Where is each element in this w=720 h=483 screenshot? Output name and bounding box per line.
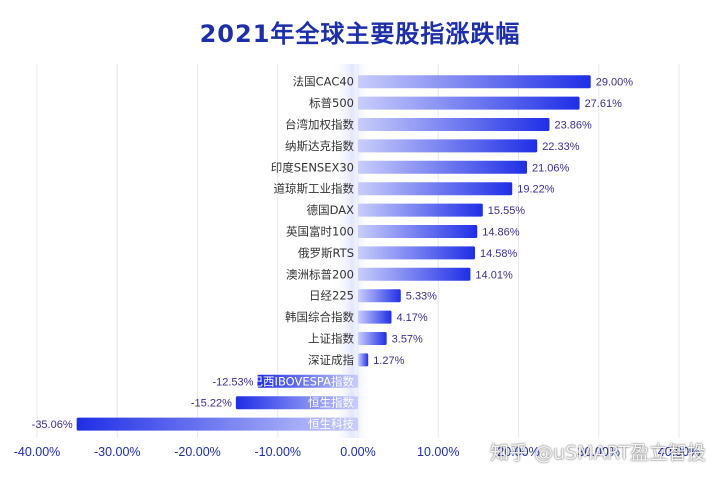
category-label: 台湾加权指数 [285, 118, 354, 132]
value-label: 15.55% [488, 205, 526, 217]
x-tick-label: -40.00% [14, 445, 61, 459]
category-label: 韩国综合指数 [285, 310, 354, 324]
category-label: 巴西IBOVESPA指数 [252, 374, 355, 388]
category-label: 上证指数 [308, 332, 354, 346]
bar [358, 267, 471, 281]
x-tick-label: 30.00% [578, 445, 620, 459]
category-label: 道琼斯工业指数 [274, 182, 355, 196]
value-label: 3.57% [392, 334, 423, 346]
x-axis-ticks: -40.00% -30.00% -20.00% -10.00% 0.00% 10.00% 2… [14, 445, 700, 459]
x-tick-label: -20.00% [174, 445, 221, 459]
value-label: 22.33% [542, 141, 580, 153]
category-label: 印度SENSEX30 [271, 160, 354, 174]
labels: 法国CAC40 29.00% 标普500 27.61% 台湾加权指数 23.86% 纳斯达克… [32, 75, 634, 431]
category-label: 恒生科技 [308, 417, 354, 431]
value-label: 1.27% [373, 355, 404, 367]
category-label: 英国富时100 [286, 225, 354, 239]
watermark-text: 知乎 @uSMART盈立智投 [490, 442, 706, 464]
bar [76, 417, 359, 431]
value-label: 14.86% [482, 227, 520, 239]
value-label: -35.06% [32, 419, 73, 431]
value-label: 14.01% [475, 269, 513, 281]
value-label: 4.17% [396, 312, 427, 324]
bar [358, 332, 387, 345]
value-label: 23.86% [554, 120, 592, 132]
value-label: 29.00% [596, 77, 634, 89]
category-label: 德国DAX [307, 203, 355, 217]
category-label: 纳斯达克指数 [285, 139, 354, 153]
bar [358, 160, 528, 174]
category-label: 恒生指数 [308, 396, 354, 410]
value-label: 19.22% [517, 184, 555, 196]
category-label: 俄罗斯RTS [298, 246, 354, 260]
bar [358, 225, 478, 238]
bar [358, 182, 513, 196]
bar [235, 396, 358, 410]
x-tick-label: -30.00% [94, 445, 141, 459]
bar [358, 75, 591, 89]
value-label: 14.58% [480, 248, 518, 260]
category-label: 法国CAC40 [293, 75, 354, 89]
bar [358, 118, 550, 131]
value-label: 21.06% [532, 162, 570, 174]
bar [358, 246, 476, 260]
value-label: -12.53% [212, 376, 253, 388]
value-label: -15.22% [191, 398, 232, 410]
value-label: 27.61% [585, 98, 623, 110]
x-tick-label: 10.00% [417, 445, 459, 459]
category-label: 标普500 [309, 96, 354, 110]
bar [358, 139, 538, 153]
bar [257, 374, 358, 388]
x-tick-label: 0.00% [340, 445, 375, 459]
bars [76, 75, 591, 431]
x-tick-label: 40.00% [658, 445, 700, 459]
bar [358, 353, 369, 367]
category-label: 日经225 [309, 289, 354, 303]
chart-title: 2021年全球主要股指涨跌幅 [199, 20, 521, 48]
value-label: 5.33% [406, 291, 437, 303]
x-tick-label: 20.00% [497, 445, 539, 459]
x-tick-label: -10.00% [254, 445, 301, 459]
category-label: 深证成指 [308, 353, 354, 367]
bar [358, 310, 392, 324]
bar [358, 289, 401, 303]
category-label: 澳洲标普200 [286, 267, 354, 281]
bar [358, 96, 580, 110]
bar [358, 203, 483, 217]
